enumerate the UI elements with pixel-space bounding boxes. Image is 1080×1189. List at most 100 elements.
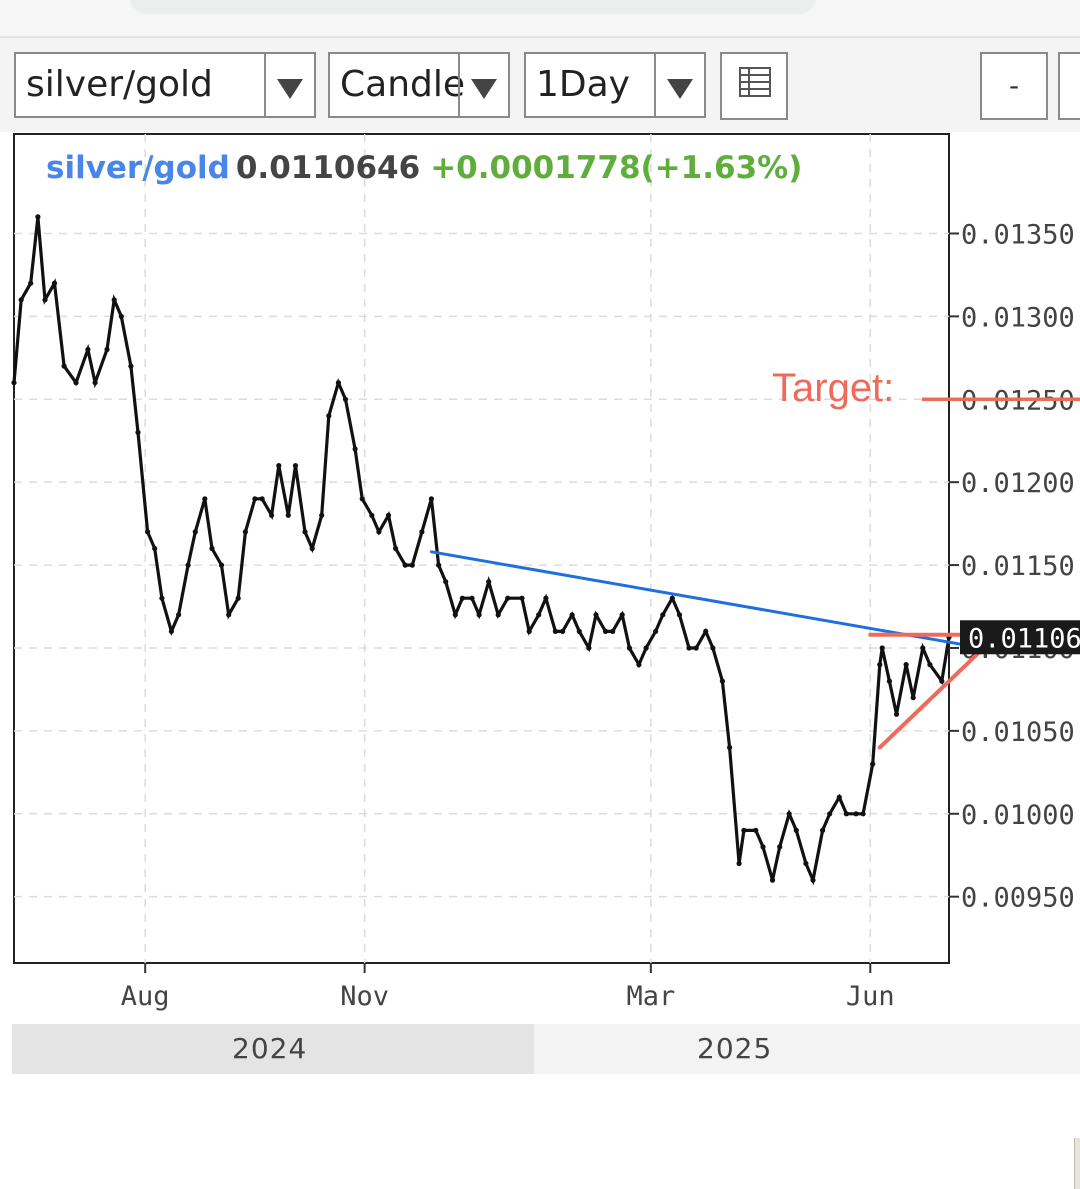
price-point [920,645,926,651]
price-point [42,297,48,303]
price-point [51,280,58,286]
gridlines [14,134,949,963]
price-point [576,628,582,635]
price-point [185,562,191,568]
price-point [602,628,609,635]
price-point [769,877,776,883]
price-point [893,711,900,717]
last-price-tag-text: 0.01106 [968,623,1080,654]
year-band-2025: 2025 [534,1024,1080,1074]
year-label: 2025 [697,1032,773,1065]
header-last-price: 0.0110646 [235,150,421,186]
price-point [319,512,325,518]
chart-type-select-value: Candle [340,64,466,105]
price-point [309,545,315,552]
table-icon [739,67,771,97]
price-point [505,595,511,601]
price-point [226,612,232,618]
price-point [459,595,465,601]
price-point [28,280,34,286]
y-tick-label: 0.01150 [961,551,1075,582]
price-point [877,662,883,668]
price-chart[interactable]: Aug Nov Mar Jun 0.013500.013000.012500.0120… [0,132,1080,1024]
price-point [92,380,98,386]
price-point [710,645,716,651]
price-point [910,695,916,701]
x-axis: Aug Nov Mar Jun [121,963,895,1012]
price-point [104,346,110,353]
price-point [369,512,375,518]
price-point [428,496,434,502]
price-point [810,877,816,883]
zoom-out-button[interactable]: - [980,52,1048,120]
chart-settings-button[interactable] [720,52,788,120]
symbol-select[interactable]: silver/gold [14,52,316,118]
price-point [402,562,408,568]
price-point [486,579,492,585]
price-point [152,545,158,552]
price-point [760,844,766,850]
chevron-down-icon[interactable] [654,54,704,116]
interval-select[interactable]: 1Day [524,52,706,118]
price-point [285,512,291,518]
price-point [741,827,747,834]
price-point [352,446,358,452]
last-price-tag-group: 0.01106 [960,620,1080,655]
browser-top-strip [0,0,1080,38]
price-point [443,579,449,585]
price-point [111,297,117,303]
price-point [235,595,241,601]
price-point [803,860,809,867]
price-point [168,628,174,635]
price-point [860,811,866,817]
price-point [879,645,885,651]
price-point [927,662,933,668]
price-point [242,529,248,535]
price-point [703,628,709,635]
price-point [653,628,659,635]
price-point [526,628,532,635]
price-point [359,496,365,502]
trendline [877,642,990,750]
price-point [569,612,575,618]
price-point [393,545,399,552]
price-point [886,678,893,684]
price-point [118,313,124,319]
chart-type-select[interactable]: Candle [328,52,510,118]
price-point [192,529,198,535]
price-point [786,811,792,817]
price-point [793,827,799,834]
y-axis: 0.013500.013000.012500.012000.011500.011… [949,219,1075,914]
y-tick-label: 0.00950 [961,883,1075,914]
address-bar[interactable] [130,0,816,14]
price-point [536,612,542,618]
price-point [452,612,458,618]
price-point [552,628,559,635]
price-point [519,595,525,601]
price-point [35,214,41,220]
x-tick-label: Mar [626,981,675,1012]
price-point [209,545,215,552]
y-tick-label: 0.01050 [961,717,1075,748]
price-point [669,595,675,601]
price-point [176,612,182,618]
zoom-in-button[interactable] [1058,52,1080,120]
year-band-2024: 2024 [12,1024,534,1074]
price-point [419,529,425,535]
price-point [302,529,308,535]
year-label: 2024 [232,1032,308,1065]
chevron-down-icon[interactable] [264,54,314,116]
price-point [409,562,415,568]
price-point [686,645,692,651]
price-point [18,297,24,303]
target-label: Target: [772,366,895,410]
price-point [676,612,683,618]
price-point [469,595,475,601]
price-point [276,463,282,469]
price-point [820,827,826,834]
last-price-tag [960,620,1080,655]
price-point [159,595,165,601]
price-point [619,612,625,618]
chevron-down-icon[interactable] [458,54,508,116]
price-point [11,380,17,386]
